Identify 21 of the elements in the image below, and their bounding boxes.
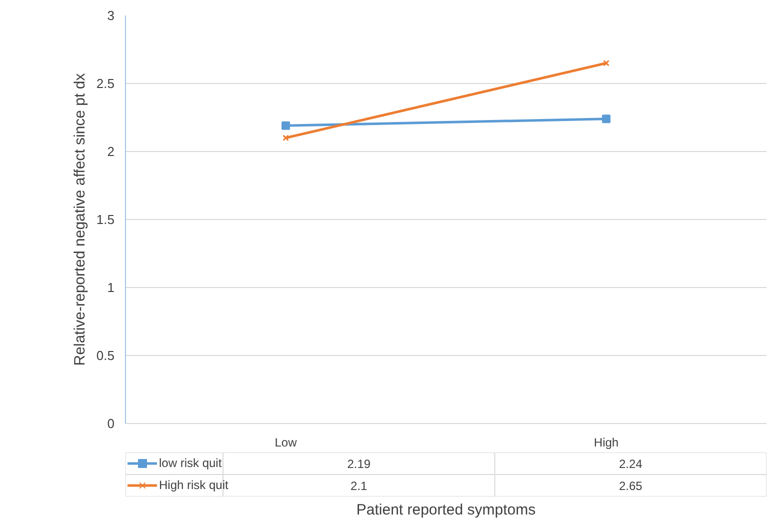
x-axis-title: Patient reported symptoms <box>356 502 536 518</box>
x-tick-label: Low <box>274 436 298 450</box>
data-label: 2.24 <box>618 457 643 471</box>
point <box>282 134 289 142</box>
y-tick-label: 2.5 <box>96 76 115 91</box>
point <box>602 114 610 124</box>
y-tick-label: 2 <box>107 144 115 159</box>
data-label: 2.1 <box>350 479 368 493</box>
y-tick-label: 0 <box>107 416 115 431</box>
legend-label: low risk quit <box>159 455 222 472</box>
y-tick-label: 1.5 <box>96 212 115 227</box>
point <box>603 60 610 66</box>
point <box>282 121 290 130</box>
data-label: 2.65 <box>618 479 643 493</box>
legend-label: High risk quit <box>159 477 228 494</box>
data-label: 2.19 <box>347 457 371 471</box>
x-tick-label: High <box>594 436 619 450</box>
y-tick-label: 0.5 <box>96 348 115 363</box>
y-tick-label: 1 <box>107 280 115 295</box>
y-tick-label: 3 <box>107 8 115 23</box>
y-axis-title: Relative-reported negative affect since pt dx <box>71 72 88 366</box>
